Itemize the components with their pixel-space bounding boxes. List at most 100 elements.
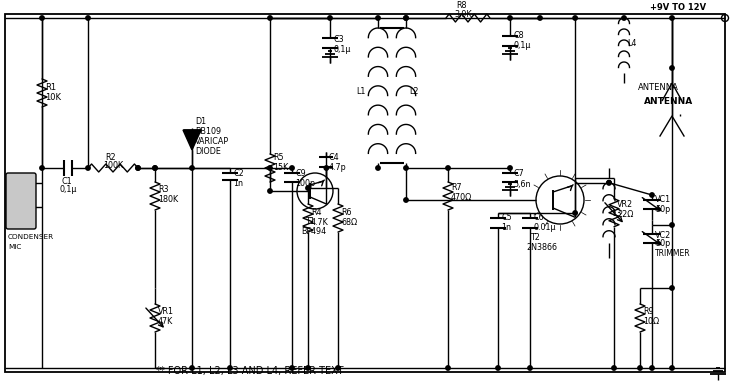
Circle shape xyxy=(670,286,675,290)
Text: MIC: MIC xyxy=(8,244,21,250)
Circle shape xyxy=(528,366,532,370)
Text: DIODE: DIODE xyxy=(195,147,221,156)
Circle shape xyxy=(86,16,90,20)
Text: 470Ω: 470Ω xyxy=(451,193,472,203)
Circle shape xyxy=(670,366,675,370)
Text: D1: D1 xyxy=(195,117,206,127)
Text: R2: R2 xyxy=(105,154,116,163)
Text: L1: L1 xyxy=(356,86,365,95)
Text: R4: R4 xyxy=(311,208,322,217)
Text: +9V TO 12V: +9V TO 12V xyxy=(650,3,706,12)
Circle shape xyxy=(40,16,44,20)
Text: C6: C6 xyxy=(533,213,544,222)
Circle shape xyxy=(573,16,577,20)
Circle shape xyxy=(268,16,272,20)
Text: 0,1μ: 0,1μ xyxy=(513,42,531,51)
Text: 22Ω: 22Ω xyxy=(617,210,633,219)
Text: C8: C8 xyxy=(513,32,524,41)
Circle shape xyxy=(376,16,380,20)
Text: VC2: VC2 xyxy=(655,230,672,239)
Text: C2: C2 xyxy=(233,169,244,178)
Circle shape xyxy=(328,16,332,20)
Text: 2N3866: 2N3866 xyxy=(526,244,557,252)
Text: 3,9K: 3,9K xyxy=(454,10,472,20)
Circle shape xyxy=(649,193,654,197)
Circle shape xyxy=(228,366,232,370)
Text: R1: R1 xyxy=(45,83,56,91)
Circle shape xyxy=(649,366,654,370)
Text: R6: R6 xyxy=(341,208,351,217)
Circle shape xyxy=(508,166,512,170)
Text: T1: T1 xyxy=(305,217,314,225)
Text: 47K: 47K xyxy=(158,318,173,327)
Text: 10Ω: 10Ω xyxy=(643,318,659,327)
Circle shape xyxy=(404,166,408,170)
Text: R3: R3 xyxy=(158,186,168,195)
Circle shape xyxy=(136,166,140,170)
Text: TRIMMER: TRIMMER xyxy=(655,249,691,257)
Circle shape xyxy=(290,166,294,170)
Text: VR2: VR2 xyxy=(617,200,633,209)
Text: * FOR L1, L2, L3 AND L4, REFER TEXT: * FOR L1, L2, L3 AND L4, REFER TEXT xyxy=(160,366,343,376)
Text: L3: L3 xyxy=(612,208,621,217)
Circle shape xyxy=(336,366,340,370)
Text: 5,6n: 5,6n xyxy=(513,179,531,188)
FancyBboxPatch shape xyxy=(6,173,36,229)
Text: 68Ω: 68Ω xyxy=(341,218,357,227)
Text: 0.01μ: 0.01μ xyxy=(533,223,556,232)
Text: CONDENSER: CONDENSER xyxy=(8,234,54,240)
Text: C7: C7 xyxy=(513,169,524,178)
Circle shape xyxy=(496,366,500,370)
Text: C3: C3 xyxy=(333,34,344,44)
Text: ANTENNA: ANTENNA xyxy=(638,83,679,93)
Text: 50p: 50p xyxy=(655,239,670,249)
Text: BB109: BB109 xyxy=(195,127,221,137)
Circle shape xyxy=(306,186,310,190)
Text: 100p: 100p xyxy=(295,179,315,188)
Text: 50p: 50p xyxy=(655,205,670,215)
Circle shape xyxy=(136,166,140,170)
Text: L4: L4 xyxy=(627,39,636,47)
Text: R8: R8 xyxy=(456,2,466,10)
Circle shape xyxy=(446,366,450,370)
Text: 10K: 10K xyxy=(45,93,61,102)
Circle shape xyxy=(268,166,272,170)
Text: BF494: BF494 xyxy=(301,227,326,235)
Text: 0,1μ: 0,1μ xyxy=(60,186,77,195)
Circle shape xyxy=(40,166,44,170)
Text: C1: C1 xyxy=(62,176,72,186)
Text: *: * xyxy=(156,366,162,376)
Text: 4.7K: 4.7K xyxy=(311,218,328,227)
Circle shape xyxy=(607,181,611,185)
Circle shape xyxy=(538,16,542,20)
Circle shape xyxy=(612,366,616,370)
Circle shape xyxy=(404,198,408,202)
Text: VC1: VC1 xyxy=(655,195,671,205)
Circle shape xyxy=(190,166,194,170)
Circle shape xyxy=(324,166,328,170)
Text: L2: L2 xyxy=(409,86,418,95)
Text: VARICAP: VARICAP xyxy=(195,137,229,147)
Circle shape xyxy=(404,16,408,20)
Text: 15K: 15K xyxy=(273,163,289,171)
Circle shape xyxy=(638,366,642,370)
Circle shape xyxy=(508,16,512,20)
Circle shape xyxy=(622,16,627,20)
Text: 0,1μ: 0,1μ xyxy=(333,44,351,54)
Circle shape xyxy=(670,66,675,70)
Text: R9: R9 xyxy=(643,308,654,317)
Text: C4: C4 xyxy=(328,154,339,163)
Circle shape xyxy=(153,166,157,170)
Text: VR1: VR1 xyxy=(158,308,174,317)
Text: 100K: 100K xyxy=(103,161,123,171)
Text: R7: R7 xyxy=(451,183,462,193)
Text: C5: C5 xyxy=(501,213,511,222)
Text: 4.7p: 4.7p xyxy=(328,163,346,171)
Text: C9: C9 xyxy=(295,169,306,178)
Circle shape xyxy=(404,16,408,20)
Text: R5: R5 xyxy=(273,154,283,163)
Circle shape xyxy=(607,181,611,185)
Text: 1n: 1n xyxy=(233,179,243,188)
Circle shape xyxy=(446,166,450,170)
Text: 180K: 180K xyxy=(158,195,178,205)
